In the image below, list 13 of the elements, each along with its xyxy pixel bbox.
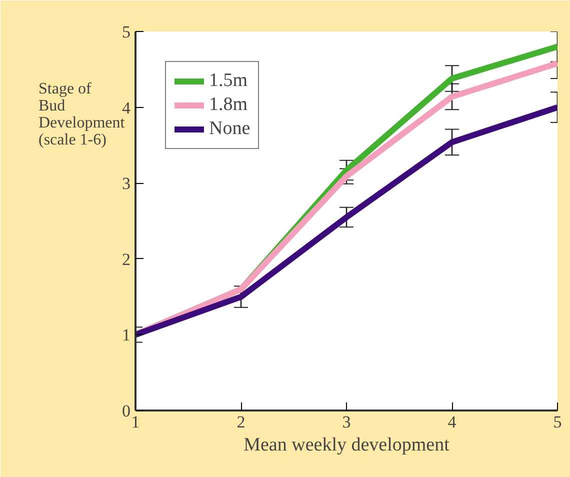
- legend-label: 1.5m: [209, 70, 248, 92]
- y-tick-label: 2: [122, 250, 130, 269]
- legend-label: 1.8m: [209, 94, 248, 116]
- y-tick-label: 3: [122, 174, 130, 194]
- x-tick-label: 3: [342, 412, 351, 432]
- y-tick-label: 0: [122, 402, 130, 420]
- y-tick-label: 1: [122, 326, 130, 345]
- y-tick-label: 5: [122, 22, 130, 42]
- x-axis-title: Mean weekly development: [244, 434, 450, 456]
- legend-label: None: [209, 118, 250, 140]
- x-tick-label: 5: [553, 412, 562, 432]
- x-tick-label: 4: [448, 412, 457, 432]
- x-tick-label: 2: [236, 412, 246, 432]
